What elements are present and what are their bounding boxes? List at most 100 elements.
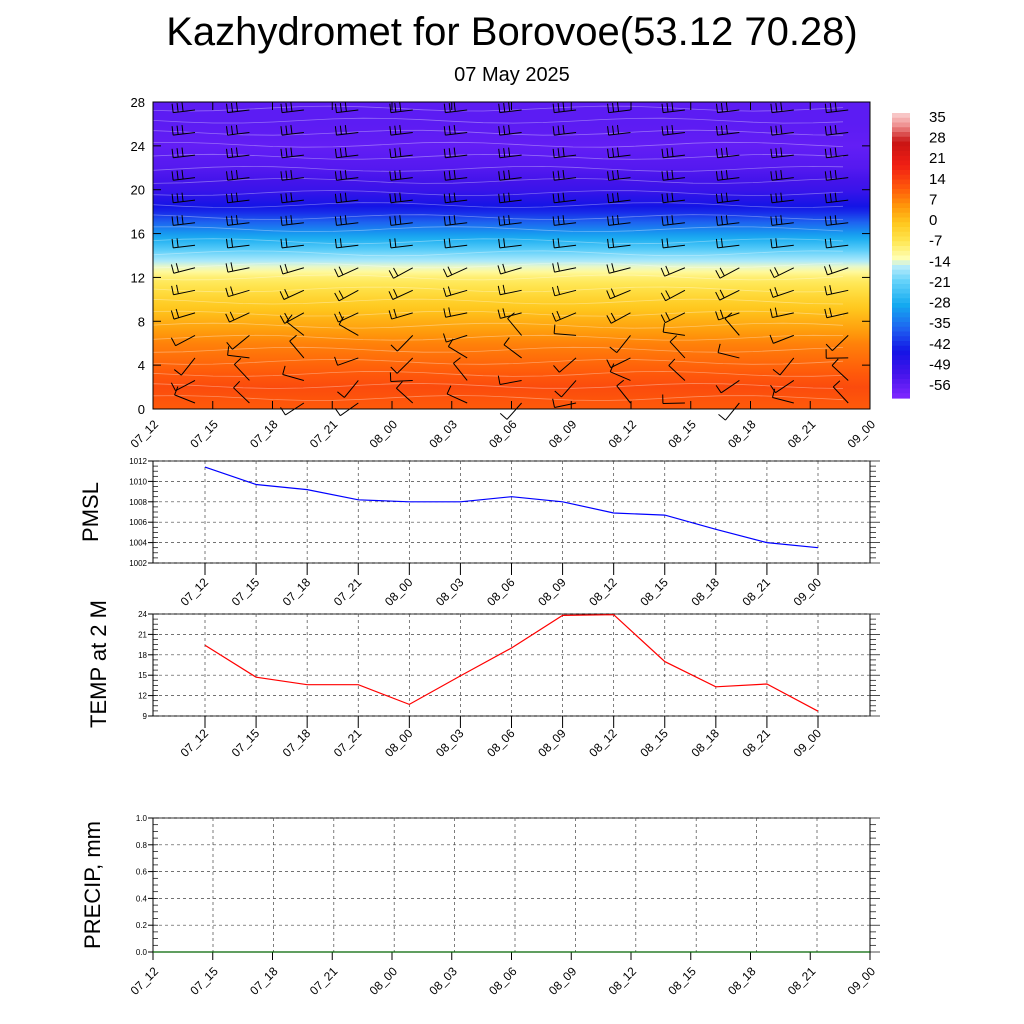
wind-barb-flag xyxy=(389,193,392,203)
colorbar-label: 0 xyxy=(929,212,937,229)
x-tick-label: 07_18 xyxy=(247,417,281,451)
wind-barb-flag xyxy=(396,381,403,389)
y-axis-label: PMSL xyxy=(78,482,103,542)
wind-barb-staff xyxy=(445,109,468,114)
wind-barb xyxy=(662,394,685,405)
wind-barb-flag xyxy=(508,147,511,157)
y-tick-label: 1002 xyxy=(129,559,147,568)
wind-barb xyxy=(226,170,250,181)
x-tick-label: 07_12 xyxy=(178,726,212,760)
wind-barb-flag xyxy=(176,238,179,248)
wind-barb-flag xyxy=(339,215,342,225)
wind-barb-flag xyxy=(720,170,723,180)
colorbar-swatch xyxy=(892,155,910,162)
wind-barb xyxy=(715,192,740,204)
wind-barb-flag xyxy=(775,125,778,135)
series-line xyxy=(204,466,819,549)
wind-barb-flag xyxy=(671,170,674,180)
wind-barb-flag xyxy=(769,334,774,344)
colorbar-swatch xyxy=(892,127,910,133)
wind-barb-flag xyxy=(671,124,674,135)
wind-barb-flag xyxy=(230,215,234,225)
wind-barb xyxy=(497,263,522,275)
wind-barb-flag xyxy=(230,262,234,272)
wind-barb-flag xyxy=(503,215,506,225)
wind-barb-flag xyxy=(770,171,773,181)
wind-barb-flag xyxy=(176,148,179,158)
wind-barb xyxy=(552,238,577,249)
wind-barb xyxy=(770,380,795,394)
wind-barb-staff xyxy=(503,344,522,359)
colorbar-swatch xyxy=(892,250,910,257)
wind-barb-flag xyxy=(394,125,397,135)
wind-barb xyxy=(724,312,740,336)
wind-barb-flag xyxy=(660,267,666,277)
wind-barb-flag xyxy=(769,288,774,298)
wind-barb-flag xyxy=(446,385,452,395)
wind-barb-flag xyxy=(718,414,726,421)
colorbar-swatch xyxy=(892,222,910,228)
colorbar-swatch xyxy=(892,117,910,124)
wind-barb-flag xyxy=(671,102,674,112)
wind-barb-flag xyxy=(715,216,719,226)
wind-barb xyxy=(609,363,631,381)
wind-barb-flag xyxy=(775,148,778,158)
contour-line xyxy=(152,395,844,401)
wind-barb-flag xyxy=(176,125,179,135)
wind-barb-staff xyxy=(227,132,250,136)
wind-barb-flag xyxy=(556,310,561,320)
wind-barb-flag xyxy=(334,126,337,136)
contour-line xyxy=(152,177,844,184)
wind-barb xyxy=(396,381,414,404)
wind-barb-flag xyxy=(448,215,451,225)
wind-barb-flag xyxy=(775,193,778,203)
colorbar-label: -56 xyxy=(929,377,951,394)
wind-barb xyxy=(772,357,795,376)
wind-barb-flag xyxy=(389,148,392,158)
wind-barb-flag xyxy=(780,147,783,157)
x-tick-label: 08_00 xyxy=(367,417,401,451)
wind-barb-flag xyxy=(609,346,618,354)
wind-barb xyxy=(825,335,849,351)
wind-barb-staff xyxy=(772,397,794,404)
colorbar: 35 28 21 14 7 0 -7 -14 -21 -28 -35 -42 -49 -56 xyxy=(892,109,951,399)
colorbar-swatch xyxy=(892,227,910,233)
wind-barb-flag xyxy=(344,124,347,135)
x-tick-label: 08_03 xyxy=(433,575,467,609)
wind-barb xyxy=(824,147,849,159)
wind-barb xyxy=(279,263,305,275)
wind-barb-flag xyxy=(394,170,397,180)
wind-barb-staff xyxy=(773,267,795,279)
wind-barb-staff xyxy=(227,244,250,249)
colorbar-swatch xyxy=(892,360,910,366)
wind-barb-flag xyxy=(829,170,832,180)
wind-barb-staff xyxy=(663,331,685,336)
wind-barb-flag xyxy=(725,192,728,202)
wind-barb-staff xyxy=(499,199,522,204)
wind-barb-staff xyxy=(608,177,631,181)
y-tick-label: 8 xyxy=(138,314,145,329)
wind-barb xyxy=(170,334,196,347)
wind-barb-flag xyxy=(226,216,229,226)
wind-barb-flag xyxy=(285,193,288,203)
wind-barb xyxy=(227,346,250,359)
y-tick-label: 1012 xyxy=(129,457,147,466)
wind-barb-staff xyxy=(610,312,631,324)
wind-barb xyxy=(824,238,849,249)
wind-barb xyxy=(226,238,250,249)
wind-barb-staff xyxy=(826,199,849,204)
wind-barb-staff xyxy=(397,335,414,352)
x-tick-label: 07_18 xyxy=(247,964,281,998)
wind-barb xyxy=(661,147,685,159)
colorbar-swatch xyxy=(892,355,910,361)
wind-barb-staff xyxy=(559,357,577,373)
wind-barb-staff xyxy=(173,132,196,136)
wind-barb xyxy=(661,102,685,114)
colorbar-swatch xyxy=(892,274,910,280)
wind-barb xyxy=(824,264,849,276)
contour-line xyxy=(152,250,844,257)
wind-barb-flag xyxy=(607,148,610,158)
wind-barb-flag xyxy=(666,103,669,113)
wind-barb-staff xyxy=(445,199,468,204)
wind-barb-staff xyxy=(227,199,250,204)
